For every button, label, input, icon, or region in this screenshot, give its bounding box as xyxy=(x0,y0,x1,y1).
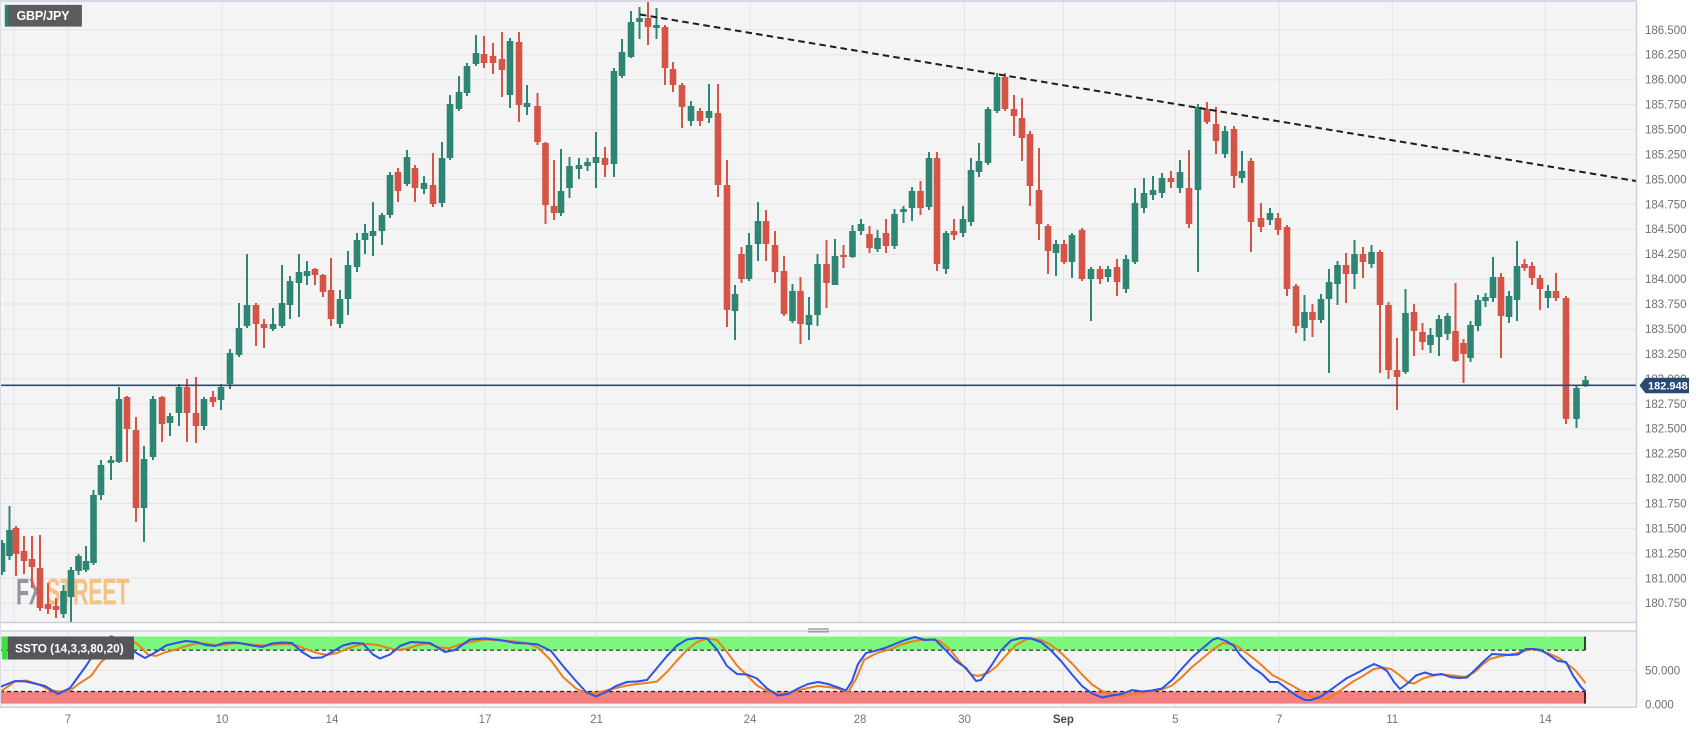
svg-text:0.000: 0.000 xyxy=(1645,699,1674,711)
svg-text:184.250: 184.250 xyxy=(1645,249,1687,261)
svg-text:185.000: 185.000 xyxy=(1645,174,1687,186)
svg-text:30: 30 xyxy=(958,714,971,726)
svg-text:184.500: 184.500 xyxy=(1645,224,1687,236)
svg-text:11: 11 xyxy=(1386,714,1398,726)
svg-text:183.750: 183.750 xyxy=(1645,299,1687,311)
svg-text:185.250: 185.250 xyxy=(1645,150,1687,162)
svg-text:181.750: 181.750 xyxy=(1645,499,1687,511)
svg-text:182.500: 182.500 xyxy=(1645,424,1687,436)
svg-text:185.500: 185.500 xyxy=(1645,125,1687,137)
svg-text:Sep: Sep xyxy=(1053,714,1074,726)
svg-text:24: 24 xyxy=(744,714,757,726)
svg-text:183.250: 183.250 xyxy=(1645,349,1687,361)
svg-text:7: 7 xyxy=(65,714,71,726)
svg-text:21: 21 xyxy=(590,714,603,726)
svg-text:180.750: 180.750 xyxy=(1645,598,1687,610)
svg-text:SSTO (14,3,3,80,20): SSTO (14,3,3,80,20) xyxy=(15,642,124,656)
svg-text:STREET: STREET xyxy=(46,573,130,613)
svg-text:186.000: 186.000 xyxy=(1645,75,1687,87)
svg-text:185.750: 185.750 xyxy=(1645,100,1687,112)
svg-text:182.948: 182.948 xyxy=(1648,381,1688,393)
svg-text:7: 7 xyxy=(1276,714,1282,726)
svg-text:50.000: 50.000 xyxy=(1645,665,1680,677)
svg-text:14: 14 xyxy=(326,714,339,726)
svg-text:184.750: 184.750 xyxy=(1645,199,1687,211)
svg-text:182.250: 182.250 xyxy=(1645,449,1687,461)
svg-text:182.750: 182.750 xyxy=(1645,399,1687,411)
svg-text:183.500: 183.500 xyxy=(1645,324,1687,336)
svg-text:17: 17 xyxy=(479,714,492,726)
svg-text:GBP/JPY: GBP/JPY xyxy=(17,9,71,23)
svg-text:28: 28 xyxy=(854,714,867,726)
svg-text:184.000: 184.000 xyxy=(1645,274,1687,286)
svg-text:186.250: 186.250 xyxy=(1645,50,1687,62)
svg-text:186.500: 186.500 xyxy=(1645,25,1687,37)
svg-text:10: 10 xyxy=(216,714,229,726)
svg-text:181.250: 181.250 xyxy=(1645,548,1687,560)
svg-text:181.500: 181.500 xyxy=(1645,523,1687,535)
svg-text:181.000: 181.000 xyxy=(1645,573,1687,585)
svg-text:14: 14 xyxy=(1539,714,1552,726)
svg-text:5: 5 xyxy=(1172,714,1178,726)
svg-text:182.000: 182.000 xyxy=(1645,474,1687,486)
